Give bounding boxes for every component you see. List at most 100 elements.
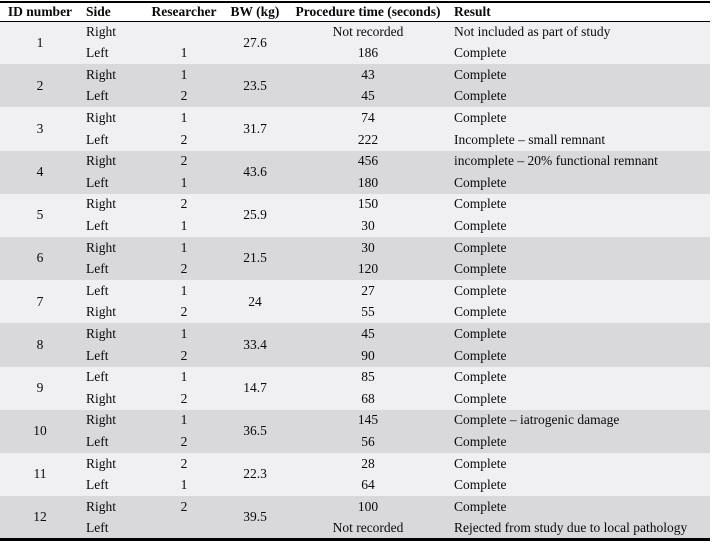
table-row: Left 2 90 Complete — [0, 344, 710, 367]
table-body: 1 Right 27.6 Not recorded Not included as pa… — [0, 21, 710, 540]
procedure-time-cell: 30 — [288, 236, 448, 259]
side-cell: Right — [80, 193, 146, 216]
side-cell: Left — [80, 280, 146, 302]
procedure-time-cell: 68 — [288, 388, 448, 410]
header-id-number: ID number — [0, 2, 80, 22]
procedure-time-cell: 27 — [288, 280, 448, 302]
side-cell: Left — [80, 517, 146, 540]
side-cell: Right — [80, 150, 146, 173]
procedure-time-cell: 55 — [288, 301, 448, 324]
result-cell: Incomplete – small remnant — [448, 128, 710, 151]
side-cell: Right — [80, 64, 146, 86]
bw-cell: 33.4 — [222, 323, 288, 367]
table-row: Left 1 64 Complete — [0, 474, 710, 497]
bw-cell: 39.5 — [222, 496, 288, 540]
procedure-time-cell: 45 — [288, 85, 448, 108]
procedure-time-cell: 43 — [288, 64, 448, 86]
bw-cell: 27.6 — [222, 21, 288, 65]
table-row: 11 Right 2 22.3 28 Complete — [0, 452, 710, 497]
result-cell: Complete — [448, 107, 710, 129]
id-number-cell: 9 — [0, 366, 80, 410]
researcher-cell: 2 — [146, 344, 222, 367]
table-row: Right 2 68 Complete — [0, 388, 710, 410]
side-cell: Left — [80, 42, 146, 65]
researcher-cell — [146, 517, 222, 540]
result-cell: Complete — [448, 366, 710, 389]
researcher-cell: 1 — [146, 42, 222, 65]
table-row: 1 Right 27.6 Not recorded Not included as pa… — [0, 21, 710, 65]
researcher-cell: 1 — [146, 366, 222, 389]
researcher-cell: 1 — [146, 323, 222, 345]
bw-cell: 24 — [222, 280, 288, 324]
table-row: Right 2 55 Complete — [0, 301, 710, 324]
result-cell: Complete — [448, 85, 710, 108]
procedure-time-cell: 74 — [288, 107, 448, 129]
id-number-cell: 8 — [0, 323, 80, 367]
table-row: Left 1 186 Complete — [0, 42, 710, 65]
bw-cell: 31.7 — [222, 107, 288, 151]
bw-cell: 36.5 — [222, 409, 288, 453]
bw-cell: 22.3 — [222, 452, 288, 497]
side-cell: Left — [80, 474, 146, 497]
result-cell: Complete — [448, 280, 710, 302]
result-cell: Complete — [448, 258, 710, 281]
table-row: 7 Left 1 24 27 Complete — [0, 280, 710, 324]
researcher-cell: 2 — [146, 452, 222, 475]
table-row: 10 Right 1 36.5 145 Complete – iatrogenic dam… — [0, 409, 710, 453]
result-cell: Complete — [448, 172, 710, 194]
bw-cell: 23.5 — [222, 64, 288, 108]
result-cell: Complete — [448, 344, 710, 367]
procedure-time-cell: 30 — [288, 215, 448, 237]
header-researcher: Researcher — [146, 2, 222, 22]
procedure-time-cell: 85 — [288, 366, 448, 389]
result-cell: Complete — [448, 215, 710, 237]
procedure-time-cell: 45 — [288, 323, 448, 345]
procedure-time-cell: 180 — [288, 172, 448, 194]
researcher-cell: 1 — [146, 107, 222, 129]
result-cell: Rejected from study due to local patholo… — [448, 517, 710, 540]
side-cell: Left — [80, 431, 146, 453]
side-cell: Right — [80, 452, 146, 475]
side-cell: Right — [80, 301, 146, 324]
table-row: Left 2 120 Complete — [0, 258, 710, 281]
header-result: Result — [448, 2, 710, 22]
side-cell: Left — [80, 366, 146, 389]
side-cell: Left — [80, 215, 146, 237]
side-cell: Right — [80, 496, 146, 518]
result-cell: Complete — [448, 42, 710, 65]
table-row: 8 Right 1 33.4 45 Complete — [0, 323, 710, 367]
procedure-time-cell: 186 — [288, 42, 448, 65]
procedure-time-cell: 222 — [288, 128, 448, 151]
header-bw: BW (kg) — [222, 2, 288, 22]
side-cell: Left — [80, 85, 146, 108]
researcher-cell: 1 — [146, 409, 222, 432]
table-header: ID number Side Researcher BW (kg) Proced… — [0, 2, 710, 22]
procedure-time-cell: 150 — [288, 193, 448, 216]
id-number-cell: 5 — [0, 193, 80, 237]
table-row: 6 Right 1 21.5 30 Complete — [0, 236, 710, 281]
procedure-time-cell: 56 — [288, 431, 448, 453]
researcher-cell: 1 — [146, 280, 222, 302]
header-side: Side — [80, 2, 146, 22]
procedure-time-cell: 90 — [288, 344, 448, 367]
result-cell: Complete — [448, 301, 710, 324]
side-cell: Right — [80, 107, 146, 129]
researcher-cell: 1 — [146, 172, 222, 194]
researcher-cell: 1 — [146, 236, 222, 259]
bw-cell: 43.6 — [222, 150, 288, 194]
side-cell: Left — [80, 344, 146, 367]
id-number-cell: 10 — [0, 409, 80, 453]
procedure-time-cell: Not recorded — [288, 21, 448, 43]
procedure-time-cell: 100 — [288, 496, 448, 518]
researcher-cell: 2 — [146, 258, 222, 281]
table-row: 4 Right 2 43.6 456 incomplete – 20% functiona… — [0, 150, 710, 194]
header-procedure-time: Procedure time (seconds) — [288, 2, 448, 22]
result-cell: Complete — [448, 388, 710, 410]
procedure-time-cell: 120 — [288, 258, 448, 281]
researcher-cell: 2 — [146, 388, 222, 410]
procedure-time-cell: Not recorded — [288, 517, 448, 540]
side-cell: Left — [80, 128, 146, 151]
side-cell: Right — [80, 409, 146, 432]
